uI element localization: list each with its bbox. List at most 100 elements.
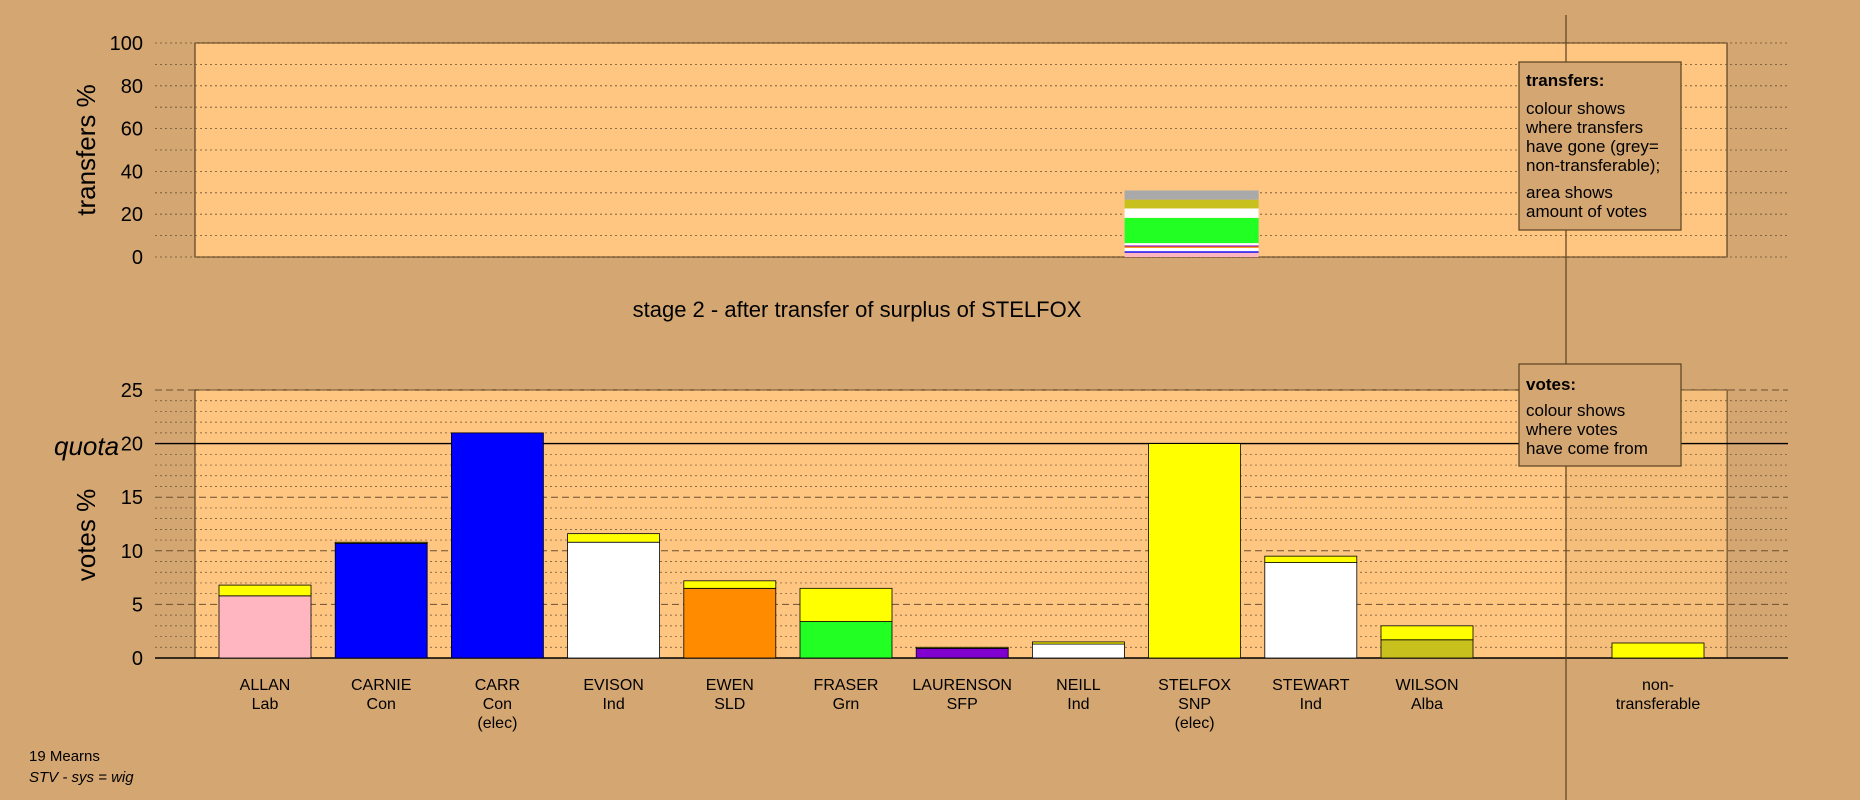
candidate-party: Alba: [1411, 696, 1443, 713]
ward-name: 19 Mearns: [29, 748, 100, 765]
transfers-info-box: transfers: colour shows where transfers …: [1518, 61, 1682, 231]
candidate-party: Con: [483, 696, 512, 713]
candidate-party: Lab: [252, 696, 279, 713]
vote-bar-segment: [450, 432, 544, 659]
candidate-name: STELFOX: [1158, 677, 1231, 694]
candidate-party: SFP: [947, 696, 978, 713]
vote-bar-segment: [799, 621, 893, 659]
candidate-name: STEWART: [1272, 677, 1350, 694]
votes-tick-label: 15: [121, 487, 143, 509]
candidate-name: EWEN: [706, 677, 754, 694]
nontransferable-label: non-: [1642, 677, 1674, 694]
vote-bar-segment: [683, 580, 777, 589]
votes-tick-label: 25: [121, 380, 143, 402]
votes-bars: [218, 432, 1705, 659]
transfer-segment: [1124, 217, 1259, 244]
transfers-info-line: have gone (grey=: [1526, 137, 1659, 156]
candidate-name: CARR: [475, 677, 520, 694]
votes-tick-label: 20: [121, 434, 143, 456]
vote-bar-segment: [1148, 443, 1241, 659]
vote-bar-segment: [915, 647, 1009, 659]
transfer-segment: [1124, 190, 1259, 200]
transfers-info-line: where transfers: [1525, 118, 1643, 137]
system-label: STV - sys = wig: [29, 769, 134, 786]
transfers-y-ticks: 0 20 40 60 80 100: [110, 33, 143, 269]
vote-bar-segment: [915, 646, 1009, 649]
transfers-info-heading: transfers:: [1526, 71, 1604, 90]
vote-bar-segment: [334, 541, 428, 544]
candidate-name: EVISON: [583, 677, 643, 694]
candidate-party: SLD: [714, 696, 745, 713]
votes-info-line: have come from: [1526, 439, 1648, 458]
transfers-info-box-frame: [1518, 61, 1682, 231]
vote-bar-segment: [1264, 562, 1358, 659]
candidate-name: CARNIE: [351, 677, 411, 694]
candidate-name: ALLAN: [240, 677, 291, 694]
transfers-gridlines: [155, 42, 1788, 258]
transfers-tick-label: 80: [121, 76, 143, 98]
quota-label: quota: [54, 431, 119, 461]
transfers-info-line: area shows: [1526, 183, 1613, 202]
votes-info-line: colour shows: [1526, 401, 1625, 420]
transfer-segment: [1124, 243, 1259, 246]
vote-bar-segment: [334, 542, 428, 659]
candidate-name: WILSON: [1395, 677, 1458, 694]
transfers-info-line: amount of votes: [1526, 202, 1647, 221]
votes-info-heading: votes:: [1526, 375, 1576, 394]
votes-tick-label: 5: [132, 594, 143, 616]
candidate-name: FRASER: [814, 677, 879, 694]
vote-bar-segment: [218, 584, 312, 597]
transfer-segment: [1124, 245, 1259, 247]
votes-tick-label: 0: [132, 648, 143, 670]
candidate-party: Ind: [602, 696, 624, 713]
candidate-elected: (elec): [1175, 715, 1215, 732]
candidate-name: LAURENSON: [912, 677, 1012, 694]
transfer-segment: [1124, 252, 1259, 257]
transfers-info-line: non-transferable);: [1526, 156, 1660, 175]
vote-bar-segment: [1380, 625, 1474, 641]
transfers-tick-label: 60: [121, 119, 143, 141]
candidate-labels: ALLAN Lab CARNIE Con CARR Con (elec) EVISON Ind E…: [240, 677, 1701, 732]
transfer-segment: [1124, 208, 1259, 218]
vote-bar-segment: [1032, 643, 1125, 659]
votes-info-box-frame: [1518, 363, 1682, 467]
candidate-party: Ind: [1300, 696, 1322, 713]
vote-bar-segment: [567, 533, 660, 543]
candidate-party: SNP: [1178, 696, 1211, 713]
candidate-name: NEILL: [1056, 677, 1101, 694]
transfers-bars: [1124, 190, 1259, 257]
transfer-segment: [1124, 247, 1259, 252]
vote-bar-segment: [567, 541, 660, 659]
stage-title: stage 2 - after transfer of surplus of S…: [633, 297, 1082, 322]
votes-axis-label: votes %: [71, 489, 101, 582]
candidate-elected: (elec): [477, 715, 517, 732]
transfer-segment: [1124, 246, 1259, 248]
votes-y-ticks: 0 5 10 15 20 25: [121, 380, 143, 670]
votes-panel: 0 5 10 15 20 25 ALLAN Lab CARNIE Con CARR Con (elec…: [54, 380, 1788, 732]
vote-bar-segment: [218, 595, 312, 659]
transfers-tick-label: 20: [121, 204, 143, 226]
vote-bar-segment: [1264, 555, 1358, 563]
candidate-party: Con: [367, 696, 396, 713]
votes-tick-label: 10: [121, 541, 143, 563]
transfers-tick-label: 100: [110, 33, 143, 55]
vote-bar-segment: [683, 587, 777, 659]
candidate-party: Grn: [833, 696, 860, 713]
candidate-party: Ind: [1067, 696, 1089, 713]
transfer-segment: [1124, 199, 1259, 209]
transfers-info-line: colour shows: [1526, 99, 1625, 118]
transfers-panel: 0 20 40 60 80 100 transfers %: [71, 33, 1788, 269]
nontransferable-bar-segment: [1611, 642, 1705, 659]
nontransferable-label: transferable: [1616, 696, 1701, 713]
vote-bar-segment: [1380, 639, 1474, 659]
vote-bar-segment: [1032, 641, 1125, 645]
votes-info-box: votes: colour shows where votes have com…: [1518, 363, 1682, 467]
transfers-tick-label: 40: [121, 161, 143, 183]
transfer-segment: [1124, 251, 1259, 253]
transfers-axis-label: transfers %: [71, 84, 101, 216]
votes-plot-area: [194, 389, 1728, 659]
vote-bar-segment: [799, 587, 893, 622]
transfers-tick-label: 0: [132, 247, 143, 269]
votes-info-line: where votes: [1525, 420, 1618, 439]
